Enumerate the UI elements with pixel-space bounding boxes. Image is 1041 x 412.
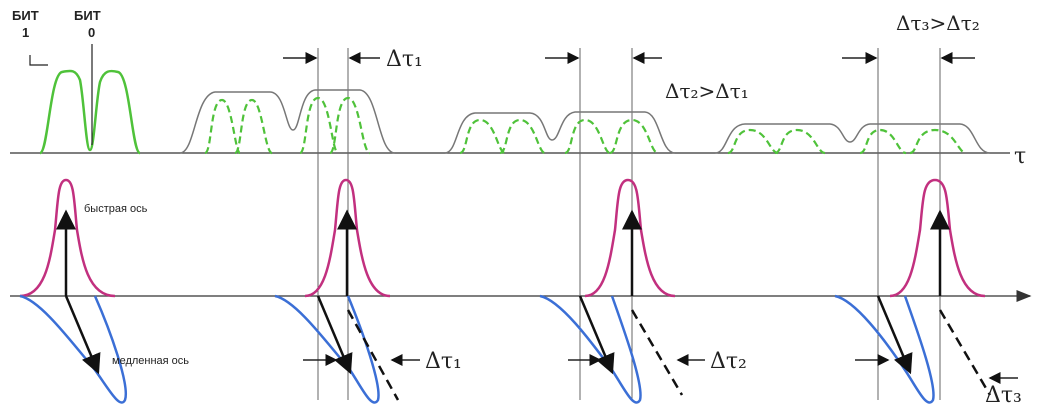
tau-axis-label: τ [1014, 144, 1026, 169]
slow-pulse-2 [539, 294, 642, 404]
delta-tau3-compare-label: Δτ₃>Δτ₂ [896, 11, 980, 35]
slow-pulse-1 [274, 294, 380, 404]
fast-pulse-2 [584, 178, 676, 298]
delta-tau1-bottom-label: Δτ₁ [425, 349, 462, 374]
envelope-3 [714, 123, 991, 154]
fast-pulse-1 [304, 178, 391, 298]
slow-pulse-0 [19, 294, 128, 404]
bit1-pointer [29, 55, 48, 66]
sub-pulse-2c [564, 118, 611, 155]
polarization-vectors [56, 209, 950, 375]
slow-vector-3 [876, 295, 913, 375]
pulse-group-2 [444, 111, 676, 155]
delta-tau1-top-label: Δτ₁ [386, 47, 423, 72]
bit0-word-label: БИТ [74, 8, 101, 23]
dashed-proj-1 [346, 309, 400, 401]
pulse-group-3 [714, 123, 991, 155]
bottom-delay-arrows [303, 354, 1018, 384]
sub-pulse-1d [328, 96, 372, 155]
input-pulses [38, 69, 142, 155]
input-pulse-pair [38, 69, 142, 155]
fast-pulse-0 [19, 178, 116, 298]
sub-pulse-3d [909, 128, 967, 155]
delta-tau2-bottom-label: Δτ₂ [710, 349, 747, 374]
sub-pulse-3b [774, 128, 826, 155]
sub-pulse-1c [298, 96, 340, 155]
bit0-number-label: 0 [88, 25, 95, 40]
dashed-proj-3 [938, 309, 992, 396]
fast-pulse-3 [889, 178, 986, 298]
envelope-1 [179, 89, 396, 154]
sub-pulse-3c [859, 128, 907, 155]
slow-axis-label: медленная ось [112, 355, 189, 367]
fast-axis-pulses [19, 178, 986, 298]
sub-pulse-1a [203, 98, 242, 155]
slow-vector-0 [64, 295, 101, 375]
sub-pulse-3a [727, 128, 779, 155]
bit1-number-label: 1 [22, 25, 29, 40]
slow-vector-1 [316, 295, 353, 375]
slow-vector-2 [578, 295, 615, 375]
bit1-word-label: БИТ [12, 8, 39, 23]
fast-axis-label: быстрая ось [84, 203, 148, 215]
dashed-proj-2 [630, 309, 684, 396]
sub-pulse-2d [609, 118, 659, 155]
sub-pulse-1b [233, 98, 274, 155]
pulse-group-1 [179, 89, 396, 155]
sub-pulse-2a [459, 118, 506, 155]
delta-tau2-compare-label: Δτ₂>Δτ₁ [665, 79, 749, 103]
delta-tau3-bottom-label: Δτ₃ [985, 383, 1022, 408]
slow-pulse-3 [834, 294, 935, 404]
slow-axis-pulses [19, 294, 935, 404]
sub-pulse-2b [499, 118, 546, 155]
envelope-2 [444, 111, 676, 154]
delayed-projections [346, 309, 992, 401]
